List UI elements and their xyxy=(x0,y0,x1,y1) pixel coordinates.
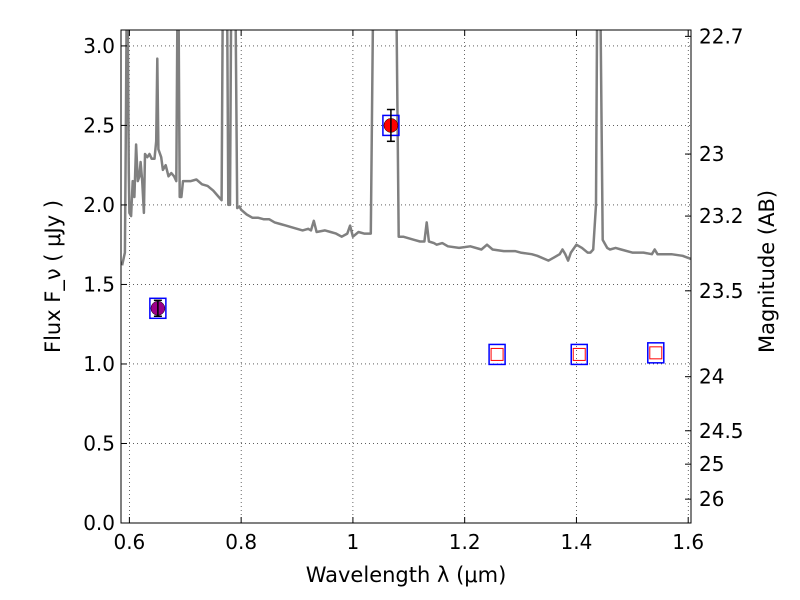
y-axis-label: Flux F_ν ( μJy ) xyxy=(41,200,66,353)
axes: 0.6 0.8 1 1.2 1.4 1.6 0.0 0.5 1.0 1.5 2.0 2.5 3.0 22.… xyxy=(83,24,743,554)
y-tick-label: 0.5 xyxy=(83,431,115,455)
right-tick-label: 23.2 xyxy=(699,204,744,228)
right-tick-label: 24.5 xyxy=(699,419,744,443)
y-tick-label: 1.5 xyxy=(83,272,115,296)
right-tick-label: 23.5 xyxy=(699,279,744,303)
x-tick-label: 0.6 xyxy=(113,530,145,554)
right-tick-label: 26 xyxy=(699,487,724,511)
observed-model-box xyxy=(149,297,167,320)
right-tick-label: 25 xyxy=(699,452,724,476)
y-tick-label: 2.5 xyxy=(83,113,115,137)
model-flux-box xyxy=(570,343,588,366)
right-tick-label: 23 xyxy=(699,142,724,166)
x-tick-label: 1 xyxy=(347,530,360,554)
x-axis-label: Wavelength λ (μm) xyxy=(306,563,507,587)
model-flux-marker xyxy=(572,347,586,361)
x-tick-label: 1.2 xyxy=(449,530,481,554)
y-tick-label: 2.0 xyxy=(83,193,115,217)
x-tick-label: 1.4 xyxy=(561,530,593,554)
right-tick-label: 22.7 xyxy=(699,24,744,48)
y-axis-right-label: Magnitude (AB) xyxy=(755,190,779,353)
model-flux-box xyxy=(647,342,665,364)
x-tick-label: 0.8 xyxy=(225,530,257,554)
x-tick-label: 1.6 xyxy=(672,530,704,554)
plot-frame xyxy=(120,29,692,524)
y-tick-label: 1.0 xyxy=(83,352,115,376)
plot-area xyxy=(121,30,691,366)
spectrum-line xyxy=(121,30,691,266)
model-flux-marker xyxy=(490,347,504,361)
right-tick-label: 24 xyxy=(699,365,724,389)
y-tick-label: 3.0 xyxy=(83,34,115,58)
y-tick-label: 0.0 xyxy=(83,511,115,535)
grid-lines xyxy=(121,30,691,524)
model-flux-marker xyxy=(649,346,663,360)
model-flux-box xyxy=(488,343,506,366)
